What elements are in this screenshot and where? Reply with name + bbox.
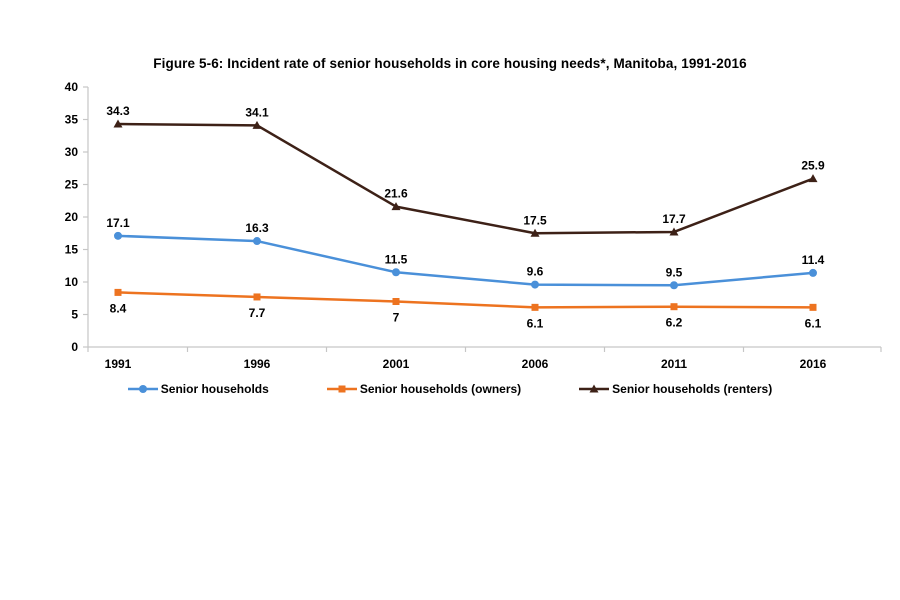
series-line: [116, 291, 815, 309]
marker-triangle: [669, 227, 679, 236]
y-axis-tick-label: 35: [65, 113, 79, 127]
data-label: 6.1: [805, 316, 822, 330]
legend-label: Senior households: [160, 382, 269, 396]
legend-item: Senior households (owners): [326, 382, 522, 396]
x-axis-category-label: 2016: [800, 357, 827, 371]
legend-label: Senior households (owners): [359, 382, 522, 396]
marker-triangle: [113, 119, 123, 128]
data-label: 6.2: [666, 316, 683, 330]
legend-item: Senior households: [127, 382, 269, 396]
marker-circle: [253, 237, 261, 246]
marker-triangle: [808, 174, 818, 183]
data-label: 34.1: [245, 105, 269, 119]
chart-legend: Senior households Senior households (owne…: [0, 382, 900, 396]
marker-triangle: [391, 202, 401, 211]
legend-item: Senior households (renters): [579, 382, 772, 396]
x-axis-category-label: 2006: [522, 357, 549, 371]
x-axis-category-label: 1991: [105, 357, 132, 371]
data-label: 16.3: [245, 221, 269, 235]
data-label: 8.4: [110, 301, 127, 315]
data-label: 6.1: [527, 316, 544, 330]
data-label: 21.6: [384, 187, 408, 201]
series-line: [116, 122, 815, 235]
y-axis-tick-label: 40: [65, 80, 79, 94]
marker-triangle: [252, 120, 262, 129]
marker-circle: [392, 268, 400, 277]
legend-swatch-circle-icon: [127, 385, 158, 393]
data-label: 11.5: [385, 252, 408, 266]
y-axis-tick-label: 10: [65, 275, 79, 289]
legend-swatch-square-icon: [326, 385, 357, 393]
marker-circle: [670, 281, 678, 290]
data-label: 11.4: [802, 253, 825, 267]
y-axis-tick-label: 5: [71, 308, 78, 322]
data-label: 17.1: [106, 216, 130, 230]
x-axis-category-label: 1996: [244, 357, 271, 371]
legend-swatch-triangle-icon: [579, 384, 610, 393]
marker-square: [809, 303, 817, 311]
marker-square: [392, 298, 400, 305]
data-label: 17.7: [662, 212, 686, 226]
series-line: [116, 234, 815, 287]
marker-square: [531, 303, 539, 311]
marker-triangle: [530, 228, 540, 237]
x-axis-category-label: 2001: [383, 357, 410, 371]
y-axis-tick-label: 30: [65, 145, 79, 159]
marker-square: [253, 293, 261, 301]
marker-circle: [809, 268, 817, 277]
chart-title: Figure 5-6: Incident rate of senior hous…: [153, 56, 747, 71]
marker-square: [670, 303, 678, 311]
data-label: 9.6: [527, 265, 544, 279]
data-label: 9.5: [666, 265, 683, 279]
y-axis-tick-label: 15: [65, 243, 79, 257]
data-label: 7: [393, 311, 400, 325]
marker-circle: [531, 280, 539, 289]
marker-circle: [114, 231, 122, 240]
data-label: 17.5: [523, 213, 547, 227]
data-label: 25.9: [801, 159, 825, 173]
legend-label: Senior households (renters): [612, 382, 773, 396]
x-axis-category-label: 2011: [661, 357, 687, 371]
y-axis-tick-label: 20: [65, 210, 79, 224]
marker-square: [114, 288, 122, 296]
line-chart-plot: 0 5 10 15 20 25 30 35 40 1991 1996 2001 2006 2011 2016…: [65, 80, 882, 371]
y-axis-tick-label: 0: [71, 340, 78, 354]
y-axis-tick-label: 25: [65, 178, 79, 192]
data-label: 34.3: [106, 104, 130, 118]
data-label: 7.7: [249, 306, 266, 320]
